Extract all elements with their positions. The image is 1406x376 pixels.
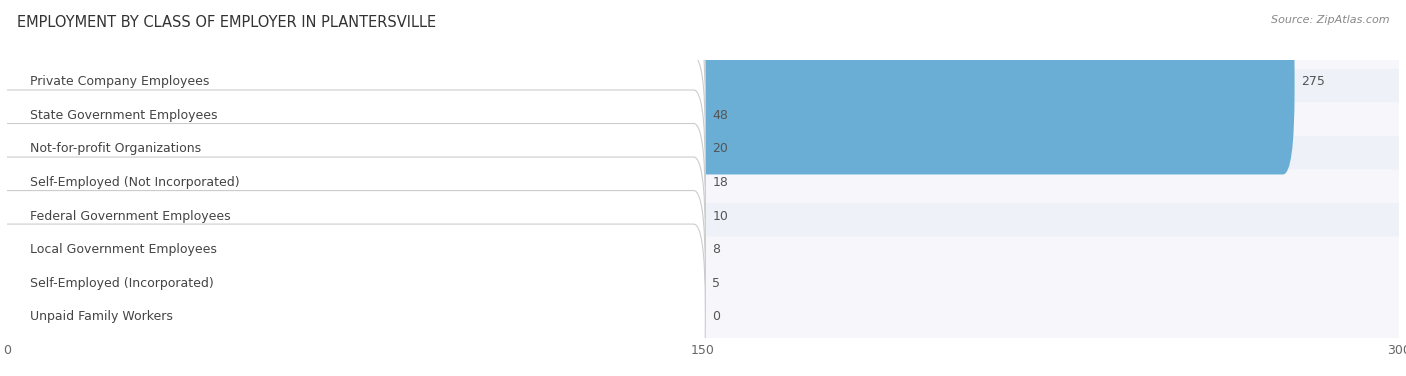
Text: State Government Employees: State Government Employees	[31, 109, 218, 122]
FancyBboxPatch shape	[0, 2, 1406, 162]
FancyBboxPatch shape	[0, 136, 1406, 296]
Text: Self-Employed (Not Incorporated): Self-Employed (Not Incorporated)	[31, 176, 240, 189]
FancyBboxPatch shape	[0, 237, 1406, 376]
FancyBboxPatch shape	[0, 56, 111, 241]
Text: 20: 20	[713, 143, 728, 156]
Text: Not-for-profit Organizations: Not-for-profit Organizations	[31, 143, 201, 156]
Text: Unpaid Family Workers: Unpaid Family Workers	[31, 310, 173, 323]
FancyBboxPatch shape	[0, 191, 42, 376]
FancyBboxPatch shape	[0, 203, 1406, 363]
FancyBboxPatch shape	[0, 157, 706, 342]
FancyBboxPatch shape	[0, 90, 103, 275]
FancyBboxPatch shape	[0, 124, 706, 309]
Text: Federal Government Employees: Federal Government Employees	[31, 209, 231, 223]
FancyBboxPatch shape	[0, 23, 242, 208]
Text: Local Government Employees: Local Government Employees	[31, 243, 217, 256]
FancyBboxPatch shape	[0, 69, 1406, 229]
FancyBboxPatch shape	[0, 56, 706, 241]
Text: Self-Employed (Incorporated): Self-Employed (Incorporated)	[31, 277, 214, 290]
Text: 18: 18	[713, 176, 728, 189]
Text: Source: ZipAtlas.com: Source: ZipAtlas.com	[1271, 15, 1389, 25]
FancyBboxPatch shape	[0, 35, 1406, 196]
Text: 275: 275	[1302, 76, 1326, 88]
FancyBboxPatch shape	[0, 191, 706, 376]
FancyBboxPatch shape	[0, 224, 706, 376]
FancyBboxPatch shape	[0, 124, 65, 309]
Text: 48: 48	[713, 109, 728, 122]
FancyBboxPatch shape	[0, 23, 706, 208]
Text: EMPLOYMENT BY CLASS OF EMPLOYER IN PLANTERSVILLE: EMPLOYMENT BY CLASS OF EMPLOYER IN PLANT…	[17, 15, 436, 30]
FancyBboxPatch shape	[0, 0, 1295, 174]
Text: 10: 10	[713, 209, 728, 223]
FancyBboxPatch shape	[0, 157, 56, 342]
FancyBboxPatch shape	[0, 90, 706, 275]
Text: 8: 8	[713, 243, 720, 256]
Text: 0: 0	[713, 310, 720, 323]
Text: 5: 5	[713, 277, 720, 290]
Text: Private Company Employees: Private Company Employees	[31, 76, 209, 88]
FancyBboxPatch shape	[0, 102, 1406, 263]
FancyBboxPatch shape	[0, 170, 1406, 330]
FancyBboxPatch shape	[0, 0, 706, 174]
